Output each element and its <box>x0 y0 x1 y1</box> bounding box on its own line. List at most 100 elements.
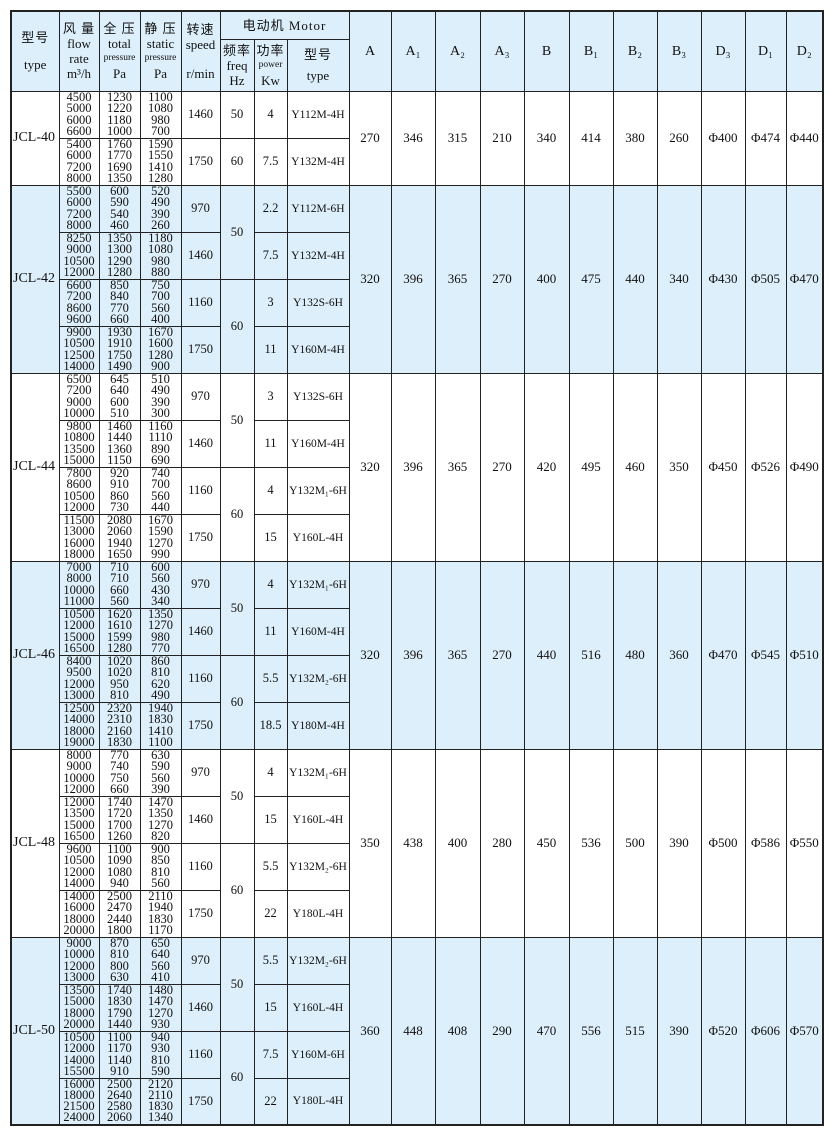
total-value: 1220 <box>107 101 132 116</box>
static-value: 2120 <box>148 1078 173 1091</box>
static-value: 1590 <box>148 138 173 152</box>
header-freq: 频率 freq Hz <box>219 38 255 92</box>
static-value: 1350 <box>148 608 173 622</box>
power-cell: 2.2 <box>253 184 288 233</box>
freq-cell: 60 <box>219 278 255 374</box>
dim-A3-cell: 290 <box>479 936 525 1126</box>
total-values-cell: 1460 1440 1360 1150 <box>98 419 141 468</box>
flow-value: 6000 <box>66 112 92 127</box>
static-values-cell: 630 590 560 390 <box>139 748 182 797</box>
dim-A1-cell: 396 <box>390 560 436 750</box>
static-value: 1270 <box>148 535 173 550</box>
total-values-cell: 1740 1720 1700 1260 <box>98 795 141 844</box>
static-values-cell: 1100 1080 980 700 <box>139 90 182 139</box>
total-value: 645 <box>110 373 129 387</box>
speed-cell: 1750 <box>180 1077 221 1126</box>
power-cell: 18.5 <box>253 701 288 750</box>
total-value: 660 <box>110 781 129 796</box>
dim-D1-cell: Φ526 <box>744 372 787 562</box>
table-row: 14000 16000 18000 20000 2500 2470 2440 1800 2110… <box>11 889 823 938</box>
flow-values-cell: 8400 9500 12000 13000 <box>58 654 100 703</box>
total-value: 1080 <box>107 864 132 879</box>
flow-value: 16500 <box>63 828 95 843</box>
dim-B1-cell: 414 <box>568 90 614 186</box>
dim-A3-cell: 270 <box>479 372 525 562</box>
total-values-cell: 1100 1170 1140 910 <box>98 1030 141 1079</box>
flow-value: 9900 <box>66 326 92 340</box>
static-value: 1470 <box>148 994 173 1009</box>
flow-value: 14000 <box>63 1052 95 1067</box>
header-dim-D1: D₁ <box>744 10 787 92</box>
header-motor: 电动机 Motor <box>219 10 350 40</box>
total-values-cell: 1740 1830 1790 1440 <box>98 983 141 1032</box>
total-value: 1830 <box>107 994 132 1009</box>
total-value: 600 <box>110 185 129 199</box>
header-dim-A3: A₃ <box>479 10 525 92</box>
header-total-zh: 全 压 <box>103 21 136 37</box>
table-header: 型号 type 风 量 flow rate m³/h 全 压 total pre… <box>10 10 824 92</box>
header-dim-A: A <box>348 10 392 92</box>
flow-value: 12000 <box>63 796 95 810</box>
flow-value: 10500 <box>63 488 95 503</box>
dim-A1-cell: 396 <box>390 372 436 562</box>
table-row: 8400 9500 12000 13000 1020 1020 950 810 860 810 62… <box>11 654 823 750</box>
static-value: 700 <box>151 477 170 492</box>
flow-value: 7800 <box>66 467 92 481</box>
header-static-en1: static <box>146 36 175 52</box>
static-value: 1600 <box>148 336 173 351</box>
power-cell: 5.5 <box>253 654 288 703</box>
header-flow: 风 量 flow rate m³/h <box>58 10 100 92</box>
dim-B-cell: 420 <box>523 372 570 562</box>
freq-cell: 50 <box>219 936 255 1032</box>
flow-value: 13000 <box>63 687 95 702</box>
flow-value: 12000 <box>63 958 95 973</box>
static-value: 1410 <box>148 159 173 174</box>
motor-type-cell: Y160M-4H <box>286 607 350 656</box>
dim-B3-cell: 350 <box>656 372 702 562</box>
flow-value: 8000 <box>66 749 92 763</box>
static-value: 1350 <box>148 806 173 821</box>
flow-value: 16000 <box>63 900 95 915</box>
flow-value: 15000 <box>63 452 95 467</box>
flow-value: 9500 <box>66 665 92 680</box>
flow-value: 21500 <box>63 1099 95 1114</box>
total-value: 950 <box>110 676 129 691</box>
static-value: 560 <box>151 488 170 503</box>
flow-value: 10500 <box>63 1031 95 1045</box>
flow-value: 9000 <box>66 937 92 951</box>
static-value: 1830 <box>148 1099 173 1114</box>
table-row: 12000 13500 15000 16500 1740 1720 1700 1260 1470… <box>11 795 823 844</box>
motor-type-cell: Y180L-4H <box>286 1077 350 1126</box>
total-value: 2320 <box>107 702 132 716</box>
dim-D3-cell: Φ400 <box>700 90 746 186</box>
motor-type-cell: Y112M-6H <box>286 184 350 233</box>
header-total-unit: Pa <box>113 66 126 82</box>
header-speed-zh: 转速 <box>186 21 215 37</box>
dim-B1-cell: 556 <box>568 936 614 1126</box>
table-row: 5400 6000 7200 8000 1760 1770 1690 1350 1590 1550… <box>11 137 823 186</box>
dim-B3-cell: 340 <box>656 184 702 374</box>
flow-value: 7200 <box>66 383 92 398</box>
dim-A1-cell: 448 <box>390 936 436 1126</box>
static-value: 390 <box>151 394 170 409</box>
flow-value: 6600 <box>66 123 92 138</box>
total-value: 2640 <box>107 1088 132 1103</box>
speed-cell: 970 <box>180 936 221 985</box>
speed-cell: 1160 <box>180 1030 221 1079</box>
static-value: 1670 <box>148 326 173 340</box>
static-value: 770 <box>151 640 170 655</box>
flow-value: 8000 <box>66 170 92 185</box>
total-value: 1260 <box>107 828 132 843</box>
flow-value: 16500 <box>63 640 95 655</box>
power-cell: 15 <box>253 513 288 562</box>
speed-cell: 1160 <box>180 278 221 327</box>
total-value: 1300 <box>107 242 132 257</box>
table-row: JCL-48 8000 9000 10000 12000 770 740 750 660 630 5… <box>10 748 824 938</box>
dim-A1-cell: 346 <box>390 90 436 186</box>
flow-values-cell: 9000 10000 12000 13000 <box>58 936 100 985</box>
power-cell: 4 <box>253 90 288 139</box>
static-value: 690 <box>151 452 170 467</box>
static-value: 600 <box>151 561 170 575</box>
total-value: 710 <box>110 561 129 575</box>
freq-cell: 50 <box>219 372 255 468</box>
